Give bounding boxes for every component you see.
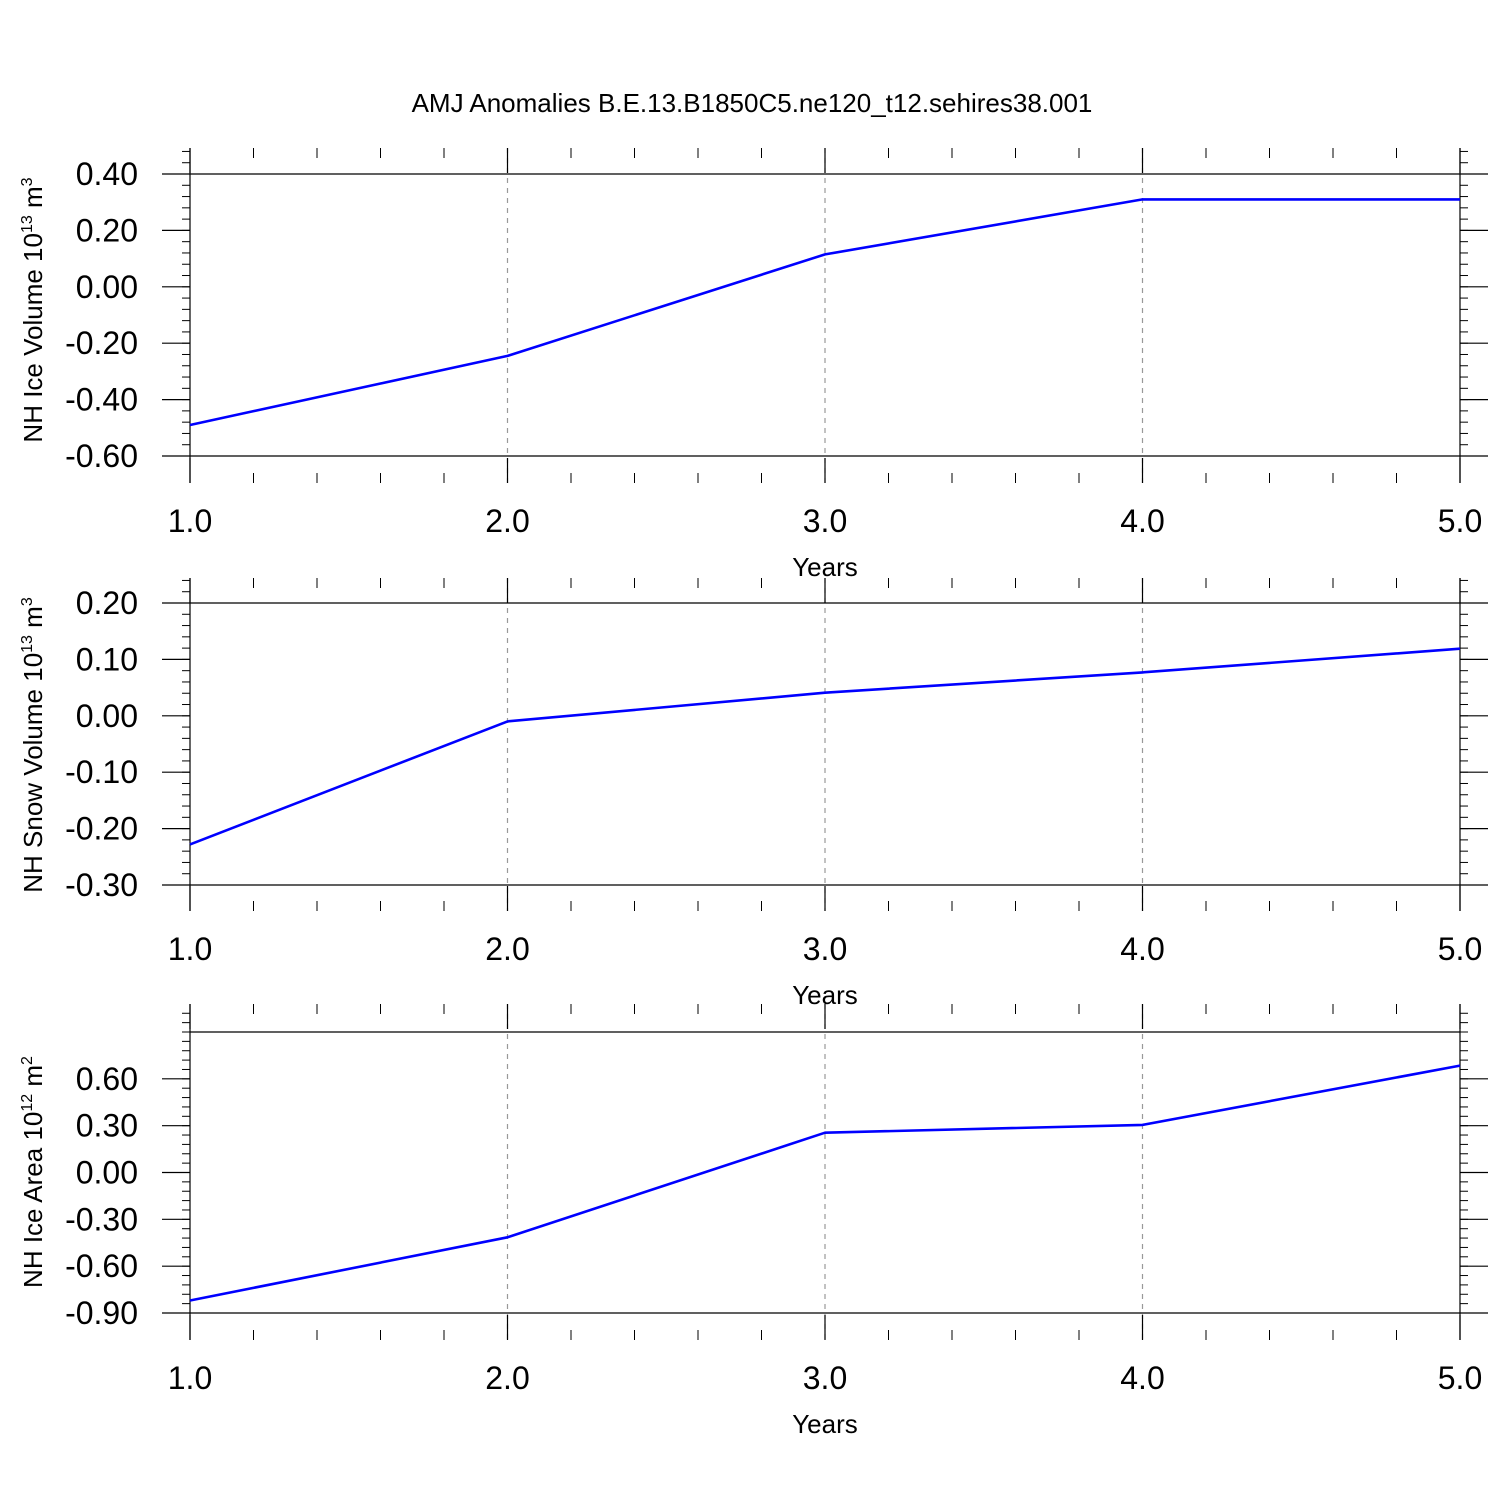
x-tick-label: 2.0 [485, 503, 529, 539]
x-tick-label: 1.0 [168, 1360, 212, 1396]
x-tick-label: 5.0 [1438, 931, 1482, 967]
y-axis-label: NH Ice Area 1012 m2 [18, 1056, 48, 1288]
y-tick-label: -0.90 [65, 1295, 138, 1331]
x-tick-label: 4.0 [1120, 503, 1164, 539]
x-tick-label: 4.0 [1120, 1360, 1164, 1396]
x-tick-label: 1.0 [168, 503, 212, 539]
y-tick-label: 0.20 [76, 212, 138, 248]
y-tick-label: 0.20 [76, 585, 138, 621]
y-tick-label: 0.30 [76, 1108, 138, 1144]
y-tick-label: -0.30 [65, 867, 138, 903]
panels: 0.40 0.20 0.00 -0.20 -0.40 -0.60 1.0 2.0 3.0 4.0 5… [18, 148, 1488, 1439]
y-tick-label: 0.40 [76, 156, 138, 192]
x-tick-label: 3.0 [803, 503, 847, 539]
y-tick-label: 0.00 [76, 698, 138, 734]
y-tick-label: -0.40 [65, 382, 138, 418]
panel-1: 0.40 0.20 0.00 -0.20 -0.40 -0.60 1.0 2.0 3.0 4.0 5… [18, 148, 1488, 582]
y-tick-label: -0.20 [65, 811, 138, 847]
y-tick-label: -0.20 [65, 325, 138, 361]
y-tick-label: -0.60 [65, 438, 138, 474]
y-tick-label: 0.10 [76, 641, 138, 677]
y-tick-label: -0.30 [65, 1201, 138, 1237]
y-axis-label: NH Snow Volume 1013 m3 [18, 597, 48, 893]
x-axis-label: Years [792, 1409, 858, 1439]
x-tick-label: 5.0 [1438, 503, 1482, 539]
x-tick-label: 3.0 [803, 931, 847, 967]
y-tick-label: 0.00 [76, 1155, 138, 1191]
y-tick-label: -0.10 [65, 754, 138, 790]
x-axis-label: Years [792, 552, 858, 582]
x-tick-label: 4.0 [1120, 931, 1164, 967]
y-axis-label: NH Ice Volume 1013 m3 [18, 177, 48, 442]
x-tick-label: 5.0 [1438, 1360, 1482, 1396]
x-tick-label: 2.0 [485, 1360, 529, 1396]
y-tick-label: 0.60 [76, 1061, 138, 1097]
figure-title: AMJ Anomalies B.E.13.B1850C5.ne120_t12.s… [412, 88, 1093, 118]
x-tick-label: 3.0 [803, 1360, 847, 1396]
x-tick-label: 1.0 [168, 931, 212, 967]
x-tick-label: 2.0 [485, 931, 529, 967]
y-tick-label: 0.00 [76, 269, 138, 305]
panel-2: 0.20 0.10 0.00 -0.10 -0.20 -0.30 1.0 2.0 3.0 4.0 5… [18, 578, 1488, 1010]
panel-3: 0.60 0.30 0.00 -0.30 -0.60 -0.90 1.0 2.0 3.0 4.0 5… [18, 1004, 1488, 1439]
y-tick-label: -0.60 [65, 1248, 138, 1284]
